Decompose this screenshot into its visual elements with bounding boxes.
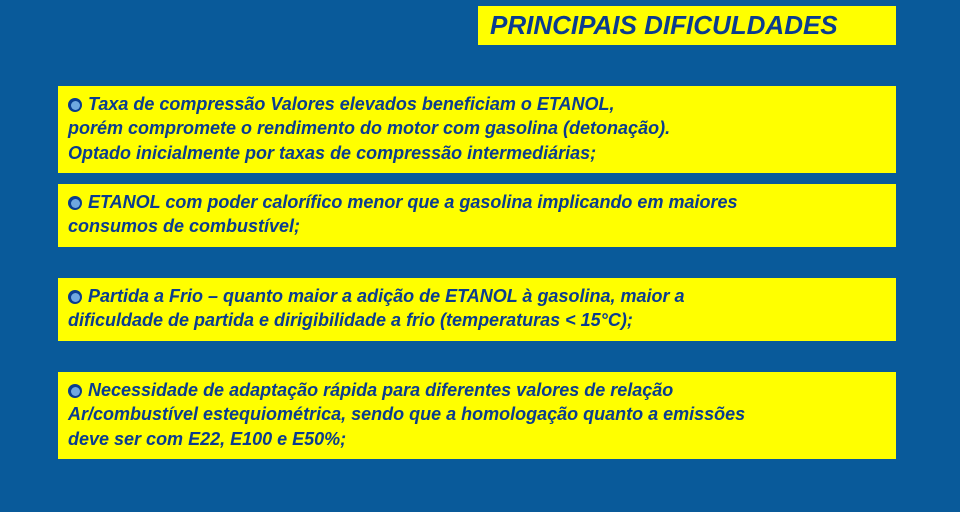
bullet-text: deve ser com E22, E100 e E50%; [68, 429, 346, 449]
bullet-box-4: Necessidade de adaptação rápida para dif… [58, 372, 896, 459]
bullet-line: Necessidade de adaptação rápida para dif… [68, 378, 886, 402]
bullet-text: dificuldade de partida e dirigibilidade … [68, 310, 633, 330]
bullet-line: Taxa de compressão Valores elevados bene… [68, 92, 886, 116]
bullet-box-3: Partida a Frio – quanto maior a adição d… [58, 278, 896, 341]
bullet-line: Optado inicialmente por taxas de compres… [68, 141, 886, 165]
bullet-box-2: ETANOL com poder calorífico menor que a … [58, 184, 896, 247]
bullet-line: deve ser com E22, E100 e E50%; [68, 427, 886, 451]
bullet-line: ETANOL com poder calorífico menor que a … [68, 190, 886, 214]
bullet-line: dificuldade de partida e dirigibilidade … [68, 308, 886, 332]
title-text: PRINCIPAIS DIFICULDADES [490, 10, 838, 40]
bullet-text: Necessidade de adaptação rápida para dif… [88, 380, 673, 400]
bullet-text: porém compromete o rendimento do motor c… [68, 118, 670, 138]
bullet-text: Ar/combustível estequiométrica, sendo qu… [68, 404, 745, 424]
bullet-text: consumos de combustível; [68, 216, 300, 236]
bullet-line: Ar/combustível estequiométrica, sendo qu… [68, 402, 886, 426]
slide-title: PRINCIPAIS DIFICULDADES [478, 6, 896, 45]
bullet-icon [68, 290, 82, 304]
bullet-line: consumos de combustível; [68, 214, 886, 238]
bullet-icon [68, 98, 82, 112]
bullet-icon [68, 384, 82, 398]
bullet-line: Partida a Frio – quanto maior a adição d… [68, 284, 886, 308]
bullet-line: porém compromete o rendimento do motor c… [68, 116, 886, 140]
slide-content: PRINCIPAIS DIFICULDADES Taxa de compress… [0, 0, 960, 512]
bullet-text: Optado inicialmente por taxas de compres… [68, 143, 596, 163]
bullet-text: Partida a Frio – quanto maior a adição d… [88, 286, 685, 306]
bullet-icon [68, 196, 82, 210]
bullet-text: ETANOL com poder calorífico menor que a … [88, 192, 738, 212]
bullet-box-1: Taxa de compressão Valores elevados bene… [58, 86, 896, 173]
bullet-text: Taxa de compressão Valores elevados bene… [88, 94, 615, 114]
